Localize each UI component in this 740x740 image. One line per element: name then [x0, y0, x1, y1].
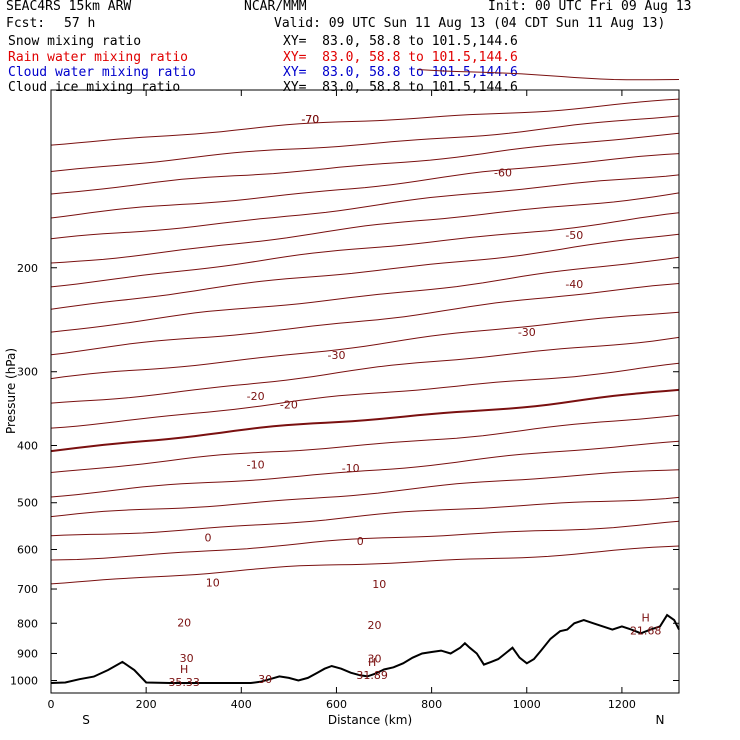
- x-tick-label: 600: [326, 698, 347, 711]
- isotherm-line: [50, 388, 680, 453]
- contour-label: -20: [247, 390, 265, 403]
- x-axis-title: Distance (km): [328, 713, 412, 727]
- plot-frame: [50, 89, 680, 694]
- contour-label: 30: [368, 653, 382, 666]
- terrain-mask: [51, 615, 679, 693]
- x-tick-label: 800: [421, 698, 442, 711]
- y-tick-label: 700: [17, 583, 38, 596]
- contour-label: 20: [368, 619, 382, 632]
- legend-rain-name: Rain water mixing ratio: [8, 50, 189, 65]
- legend-rain-xy: XY= 83.0, 58.8 to 101.5,144.6: [283, 50, 518, 65]
- isotherm-line: [50, 174, 680, 240]
- isotherm-line: [50, 414, 680, 473]
- y-tick-label: 200: [17, 262, 38, 275]
- contour-label: -30: [518, 326, 536, 339]
- high-value: 21.68: [630, 625, 662, 638]
- y-tick-label: 600: [17, 543, 38, 556]
- isotherm-line: [50, 98, 680, 146]
- contour-label: 10: [206, 577, 220, 590]
- isotherm-line: [50, 233, 680, 310]
- high-marker: H: [180, 663, 188, 676]
- x-tick-label: 200: [136, 698, 157, 711]
- isotherm-line: [50, 115, 680, 172]
- contour-label: -10: [342, 462, 360, 475]
- south-label: S: [82, 713, 90, 727]
- valid-time: Valid: 09 UTC Sun 11 Aug 13 (04 CDT Sun …: [274, 16, 666, 31]
- terrain-line: [50, 613, 680, 684]
- center-title: NCAR/MMM: [244, 0, 307, 14]
- x-tick-label: 1200: [608, 698, 636, 711]
- y-tick-label: 300: [17, 366, 38, 379]
- terrain-layer: [50, 613, 680, 693]
- high-marker: H: [642, 612, 650, 625]
- y-tick-label: 1000: [10, 674, 38, 687]
- isotherm-line: [50, 132, 680, 195]
- isotherm-line: [50, 496, 680, 537]
- x-tick-label: 0: [48, 698, 55, 711]
- high-value: 31.89: [356, 669, 388, 682]
- model-title: SEAC4RS 15km ARW: [6, 0, 132, 14]
- contour-label: -70: [301, 113, 319, 126]
- contour-label: -20: [280, 399, 298, 412]
- isotherm-line: [417, 69, 680, 81]
- legend-cloud-water-xy: XY= 83.0, 58.8 to 101.5,144.6: [283, 65, 518, 80]
- isotherm-line: [50, 520, 680, 561]
- isotherm-contours: [50, 69, 680, 585]
- isotherm-line: [50, 469, 680, 518]
- contour-label: -40: [565, 278, 583, 291]
- y-tick-label: 800: [17, 617, 38, 630]
- legend-snow-name: Snow mixing ratio: [8, 34, 142, 49]
- x-tick-label: 1000: [513, 698, 541, 711]
- contour-labels: -70-70-60-50-40-30-30-20-20-10 -100 010 102…: [168, 113, 661, 689]
- contour-label: -70: [301, 113, 319, 126]
- x-tick-label: 400: [231, 698, 252, 711]
- isotherm-line: [50, 256, 680, 333]
- contour-label: 20: [177, 616, 191, 629]
- contour-label: 30: [180, 652, 194, 665]
- init-time: Init: 00 UTC Fri 09 Aug 13: [488, 0, 692, 14]
- forecast-label: Fcst:: [6, 16, 46, 31]
- isotherm-line: [50, 440, 680, 498]
- y-tick-label: 900: [17, 647, 38, 660]
- contour-label: -60: [494, 167, 512, 180]
- forecast-hours: 57 h: [64, 16, 96, 31]
- isotherm-line: [50, 362, 680, 429]
- contour-label: -50: [565, 229, 583, 242]
- isotherm-line: [50, 212, 680, 288]
- y-tick-label: 500: [17, 497, 38, 510]
- high-marker: H: [368, 656, 376, 669]
- contour-label: 0: [357, 535, 364, 548]
- contour-label: 10: [372, 578, 386, 591]
- isotherm-line: [50, 545, 680, 585]
- north-label: N: [656, 713, 665, 727]
- legend-cloud-ice-xy: XY= 83.0, 58.8 to 101.5,144.6: [283, 80, 518, 95]
- isotherm-line: [50, 283, 680, 356]
- contour-label: -30: [328, 349, 346, 362]
- legend-snow-xy: XY= 83.0, 58.8 to 101.5,144.6: [283, 34, 518, 49]
- contour-label: -10: [247, 459, 265, 472]
- contour-label: 0: [205, 532, 212, 545]
- high-value: 35.33: [168, 676, 200, 689]
- y-axis-title: Pressure (hPa): [4, 348, 18, 434]
- isotherm-line: [50, 336, 680, 404]
- isotherm-line: [50, 192, 680, 264]
- legend-cloud-ice-name: Cloud ice mixing ratio: [8, 80, 181, 95]
- contour-label: 30: [258, 673, 272, 686]
- legend-cloud-water-name: Cloud water mixing ratio: [8, 65, 196, 80]
- isotherm-line: [50, 153, 680, 219]
- y-tick-label: 400: [17, 440, 38, 453]
- axes: 0 200 400 600 800 1000 12002003004005006007008…: [10, 90, 679, 711]
- isotherm-line: [50, 311, 680, 380]
